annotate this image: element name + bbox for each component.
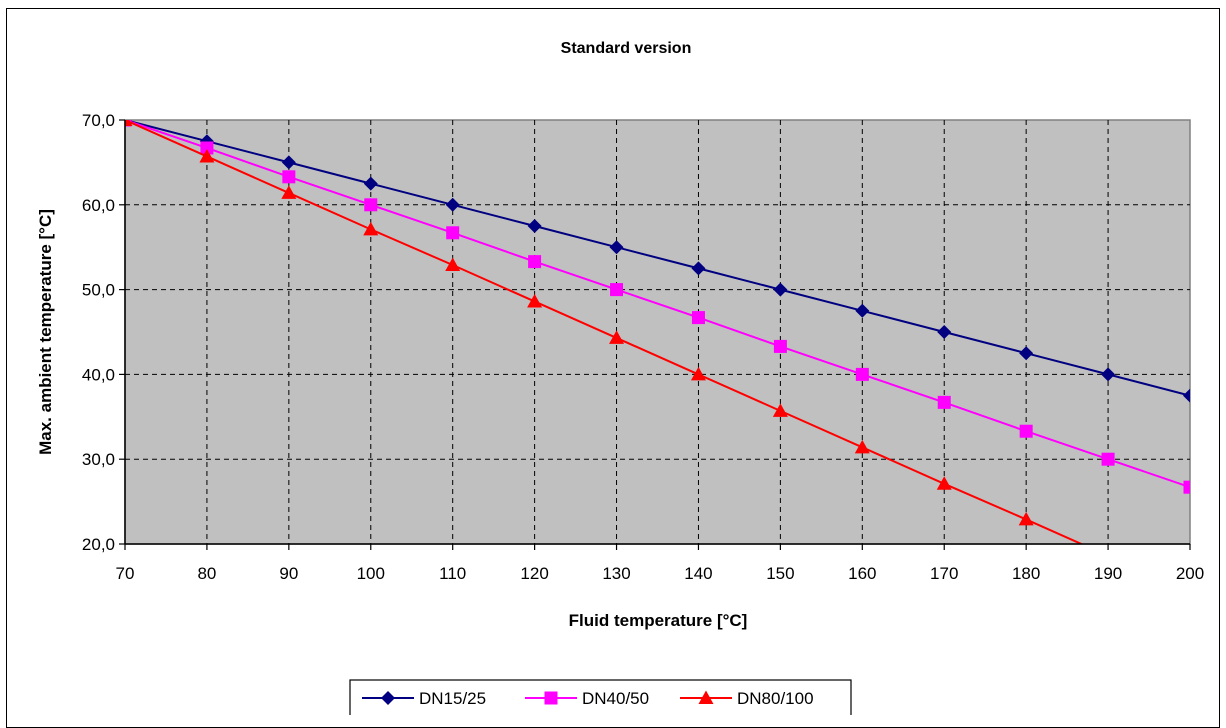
data-point-square — [1183, 480, 1190, 494]
data-point-square — [610, 283, 624, 297]
series-DN80/100 — [125, 120, 1198, 599]
y-tick-label: 40,0 — [82, 365, 115, 384]
chart-title: Standard version — [561, 40, 692, 57]
series-DN40/50 — [125, 120, 1190, 494]
x-tick-label: 130 — [602, 564, 630, 583]
y-tick-label: 20,0 — [82, 535, 115, 554]
data-point-diamond — [281, 155, 296, 170]
y-tick-label: 30,0 — [82, 450, 115, 469]
plot-area — [124, 119, 1191, 545]
tick-labels: 70 80 90 100 110 120 130 140 150 160 170 180 190 200 2… — [82, 111, 1204, 583]
data-point-diamond — [527, 219, 542, 233]
data-point-diamond — [1019, 346, 1034, 361]
data-point-triangle — [445, 257, 461, 272]
data-point-diamond — [363, 176, 378, 191]
x-tick-label: 180 — [1012, 564, 1040, 583]
x-tick-label: 150 — [766, 564, 794, 583]
legend-label: DN15/25 — [419, 689, 486, 708]
data-point-square — [446, 226, 460, 240]
data-point-diamond — [855, 303, 870, 318]
legend: DN15/25 DN40/50 DN80/100 — [349, 679, 852, 715]
legend-label: DN80/100 — [737, 689, 814, 708]
data-point-triangle — [527, 293, 543, 308]
data-point-triangle — [854, 439, 870, 454]
series-line — [125, 120, 1190, 489]
y-tick-label: 50,0 — [82, 281, 115, 300]
x-tick-label: 110 — [439, 564, 466, 583]
legend-marker-square — [544, 691, 558, 705]
legend-label: DN40/50 — [582, 689, 649, 708]
data-point-triangle — [1018, 511, 1034, 526]
grid-lines — [125, 120, 1190, 544]
data-point-diamond — [773, 282, 788, 297]
data-point-triangle — [936, 476, 952, 490]
data-point-diamond — [445, 197, 460, 212]
data-point-diamond — [691, 261, 706, 276]
data-point-triangle — [199, 148, 215, 163]
data-point-diamond — [609, 240, 624, 255]
x-tick-label: 190 — [1094, 564, 1122, 583]
data-point-square — [364, 198, 378, 212]
data-point-square — [528, 255, 542, 269]
legend-entry: DN80/100 — [680, 689, 814, 708]
legend-marker-diamond — [381, 691, 395, 705]
data-point-square — [1101, 452, 1115, 466]
data-point-triangle — [772, 403, 788, 417]
data-point-triangle — [1183, 585, 1198, 599]
x-tick-label: 140 — [684, 564, 712, 583]
data-point-diamond — [1183, 388, 1190, 403]
data-point-square — [855, 367, 869, 381]
legend-marker-triangle — [698, 690, 714, 704]
x-tick-label: 70 — [116, 564, 135, 583]
data-point-square — [200, 141, 214, 155]
y-axis-title: Max. ambient temperature [°C] — [36, 209, 55, 455]
data-point-triangle — [609, 330, 625, 344]
x-tick-label: 80 — [197, 564, 216, 583]
x-tick-label: 100 — [357, 564, 385, 583]
y-tick-label: 70,0 — [82, 111, 115, 130]
x-tick-label: 160 — [848, 564, 876, 583]
data-point-triangle — [363, 221, 379, 236]
legend-box — [349, 679, 852, 715]
data-point-diamond — [1101, 367, 1116, 382]
data-point-triangle — [690, 366, 706, 381]
series-layer — [125, 120, 1198, 599]
y-tick-label: 60,0 — [82, 196, 115, 215]
legend-entry: DN40/50 — [525, 689, 649, 708]
x-tick-label: 90 — [279, 564, 298, 583]
x-axis-title: Fluid temperature [°C] — [569, 611, 748, 630]
data-point-triangle — [281, 185, 297, 199]
data-point-square — [773, 339, 787, 353]
x-tick-label: 200 — [1176, 564, 1204, 583]
series-line — [125, 120, 1190, 397]
series-line — [125, 120, 1084, 544]
data-point-square — [282, 170, 296, 184]
x-tick-label: 120 — [520, 564, 548, 583]
data-point-triangle — [1101, 548, 1116, 562]
data-point-square — [937, 395, 951, 409]
data-point-square — [691, 311, 705, 325]
axes — [119, 119, 1191, 550]
data-point-diamond — [937, 325, 952, 339]
data-point-square — [1019, 424, 1033, 438]
data-point-triangle — [125, 120, 133, 126]
x-tick-label: 170 — [930, 564, 958, 583]
legend-entry: DN15/25 — [362, 689, 486, 708]
